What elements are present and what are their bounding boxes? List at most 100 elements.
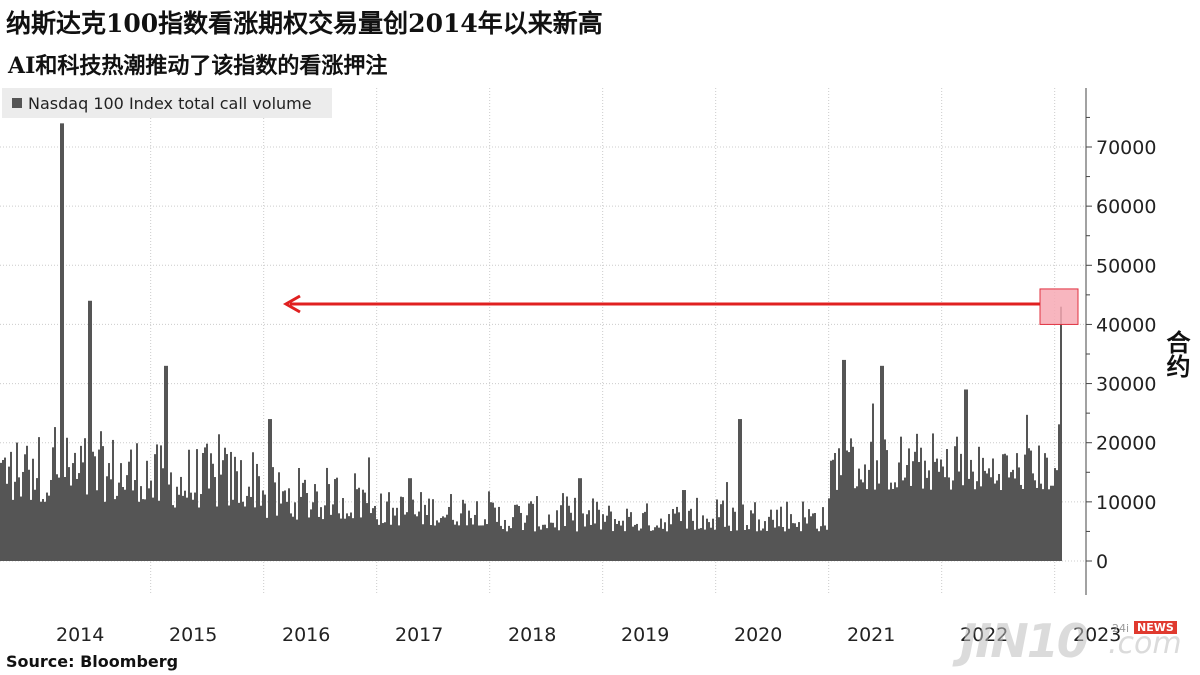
- bar: [34, 489, 36, 561]
- bar: [224, 447, 226, 561]
- bar: [140, 486, 142, 561]
- bar: [676, 506, 678, 561]
- chart-subtitle: AI和科技热潮推动了该指数的看涨押注: [8, 53, 388, 79]
- bar: [674, 513, 676, 561]
- bar: [374, 505, 376, 561]
- bar: [698, 528, 700, 561]
- bar: [582, 513, 584, 561]
- bar: [178, 494, 180, 561]
- bar: [716, 499, 718, 561]
- x-axis: 2014 2015 2016 2017 2018 2019 2020 2021 2022 2023: [56, 624, 1121, 646]
- bar: [578, 478, 580, 561]
- x-tick-label: 2022: [960, 624, 1008, 646]
- bar: [88, 300, 90, 561]
- bar: [618, 520, 620, 561]
- bar: [368, 457, 370, 561]
- bar: [938, 471, 940, 561]
- bar: [696, 497, 698, 561]
- bar: [774, 527, 776, 561]
- y-tick-label: 10000: [1096, 492, 1156, 514]
- highlight-box: [1039, 288, 1079, 325]
- bar: [182, 495, 184, 561]
- bar: [358, 487, 360, 561]
- bar: [986, 473, 988, 561]
- bar: [258, 476, 260, 561]
- bar: [654, 527, 656, 561]
- bar: [706, 518, 708, 561]
- bar: [858, 468, 860, 561]
- bar: [976, 481, 978, 561]
- bar: [622, 520, 624, 561]
- bar: [940, 459, 942, 561]
- bar: [854, 488, 856, 561]
- bar: [1042, 489, 1044, 561]
- bar: [18, 477, 20, 561]
- bar: [10, 451, 12, 561]
- bar: [1054, 468, 1056, 561]
- bar: [870, 441, 872, 561]
- bar: [270, 419, 272, 561]
- bar: [72, 463, 74, 561]
- bar: [552, 522, 554, 561]
- bar: [604, 521, 606, 561]
- bar: [160, 445, 162, 561]
- bar: [536, 496, 538, 561]
- bar: [256, 463, 258, 561]
- bar: [752, 513, 754, 561]
- bar: [188, 449, 190, 561]
- bar: [276, 515, 278, 561]
- bar: [346, 513, 348, 561]
- bar: [564, 526, 566, 561]
- bar: [38, 437, 40, 561]
- bar: [64, 476, 66, 561]
- bar: [168, 484, 170, 561]
- y-tick-label: 40000: [1096, 314, 1156, 336]
- watermark-24: 24i: [1112, 622, 1130, 635]
- bar: [234, 456, 236, 561]
- grid-lines: [0, 88, 1086, 595]
- bar: [750, 510, 752, 561]
- x-tick-label: 2021: [847, 624, 895, 646]
- bar: [120, 463, 122, 561]
- bar: [526, 515, 528, 561]
- bar: [336, 477, 338, 561]
- bar: [592, 498, 594, 561]
- bar: [614, 519, 616, 561]
- bar: [466, 525, 468, 561]
- bar: [628, 516, 630, 561]
- bar: [316, 491, 318, 561]
- bar: [486, 524, 488, 561]
- bar: [390, 524, 392, 561]
- bar: [360, 517, 362, 561]
- bar: [382, 523, 384, 561]
- bar: [154, 454, 156, 561]
- bar: [692, 520, 694, 561]
- bar: [138, 501, 140, 561]
- bar: [274, 482, 276, 561]
- bar: [524, 522, 526, 561]
- bar: [804, 517, 806, 561]
- bar: [1018, 467, 1020, 561]
- bar: [146, 460, 148, 561]
- bar: [82, 462, 84, 561]
- y-axis-label: 合约: [1162, 330, 1191, 378]
- bar: [156, 444, 158, 561]
- bar: [322, 519, 324, 561]
- bar: [542, 524, 544, 561]
- bar: [508, 525, 510, 561]
- bar: [642, 513, 644, 561]
- bar: [250, 496, 252, 561]
- bar: [586, 514, 588, 561]
- bar: [962, 485, 964, 561]
- bar: [392, 507, 394, 561]
- bar: [1024, 454, 1026, 561]
- bar: [90, 300, 92, 561]
- bar: [230, 451, 232, 561]
- bar: [488, 491, 490, 561]
- bar: [328, 484, 330, 561]
- bar: [902, 480, 904, 561]
- bar: [282, 491, 284, 561]
- bar: [884, 439, 886, 561]
- bar: [350, 512, 352, 561]
- bar: [610, 511, 612, 561]
